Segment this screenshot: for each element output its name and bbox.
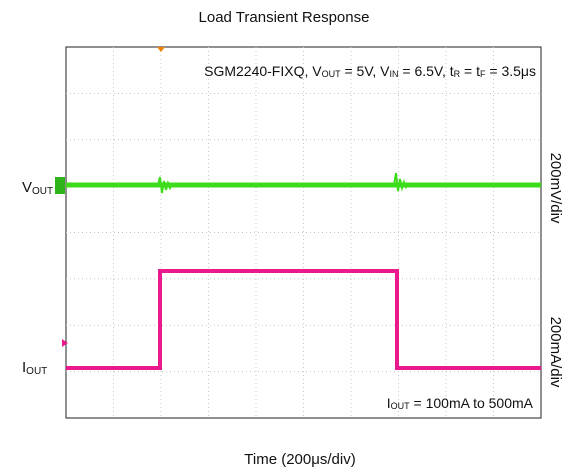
text-sub: IN: [390, 69, 399, 79]
iout-scale: 200mA/div: [547, 317, 564, 388]
text-sub: OUT: [391, 401, 411, 411]
iout-trace: [66, 269, 541, 370]
text-sub: OUT: [322, 69, 342, 79]
chart-title: Load Transient Response: [199, 9, 370, 26]
x-axis-label: Time (200μs/div): [244, 451, 355, 468]
iout-label: IOUT: [22, 359, 47, 377]
vout-scale: 200mV/div: [547, 153, 564, 224]
text-part: = 5V, V: [341, 63, 391, 79]
vout-label: VOUT: [22, 179, 53, 197]
plot-frame: [65, 46, 542, 419]
text-sub: F: [480, 69, 486, 79]
vout-trace: [66, 172, 541, 194]
text-part: I: [387, 395, 391, 411]
text-sub: R: [454, 69, 461, 79]
label-sub: OUT: [32, 186, 53, 197]
annotation: SGM2240-FIXQ, VOUT = 5V, VIN = 6.5V, tR …: [204, 63, 536, 80]
text-part: = 6.5V, t: [399, 63, 454, 79]
label-sub: OUT: [26, 366, 47, 377]
text-part: = 100mA to 500mA: [410, 395, 534, 411]
current-note: IOUT = 100mA to 500mA: [387, 395, 534, 412]
text-part: = t: [460, 63, 480, 79]
text-part: SGM2240-FIXQ, V: [204, 63, 322, 79]
label-part: I: [22, 359, 26, 376]
trigger-marker: [157, 47, 165, 52]
text-part: = 3.5μs: [486, 63, 536, 79]
iout-trigger-marker: [62, 339, 68, 347]
vout-channel-marker: [55, 177, 65, 194]
label-part: V: [22, 179, 32, 196]
